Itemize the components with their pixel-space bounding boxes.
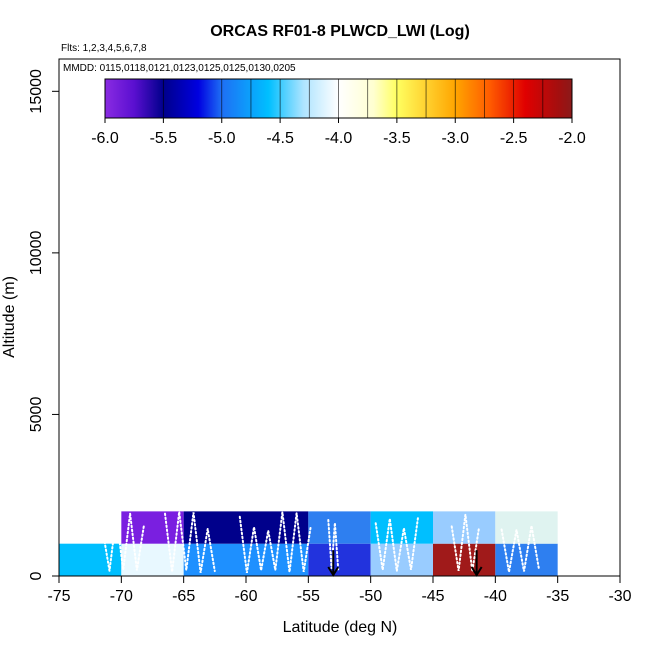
heatmap-cell — [308, 543, 371, 576]
x-tick-label: -60 — [234, 588, 257, 605]
x-tick-label: -75 — [47, 588, 70, 605]
colorbar-tick-label: -3.0 — [441, 130, 469, 147]
flight-track — [374, 516, 419, 572]
dates-label: MMDD: 0115,0118,0121,0123,0125,0125,0130… — [63, 63, 296, 74]
colorbar-tick-label: -3.5 — [383, 130, 411, 147]
x-tick-label: -35 — [546, 588, 569, 605]
colorbar-tick-label: -2.5 — [500, 130, 528, 147]
y-tick-label: 10000 — [28, 231, 45, 276]
flight-track — [164, 511, 216, 573]
x-tick-label: -55 — [297, 588, 320, 605]
heatmap-cell — [433, 543, 496, 576]
flight-track — [500, 525, 540, 573]
flight-tracks — [101, 511, 540, 574]
colorbar-tick-label: -5.0 — [208, 130, 236, 147]
x-tick-label: -30 — [608, 588, 631, 605]
arrows — [327, 550, 483, 577]
y-axis-label: Altitude (m) — [1, 276, 18, 358]
y-tick-label: 5000 — [28, 397, 45, 433]
flight-track — [327, 519, 340, 572]
x-axis-label: Latitude (deg N) — [283, 619, 398, 636]
x-tick-label: -45 — [421, 588, 444, 605]
x-tick-label: -65 — [172, 588, 195, 605]
chart-title: ORCAS RF01-8 PLWCD_LWI (Log) — [210, 23, 470, 40]
heatmap-cell — [495, 511, 558, 544]
flight-track — [450, 514, 481, 572]
flight-track — [238, 511, 312, 574]
x-tick-label: -70 — [110, 588, 133, 605]
x-tick-label: -40 — [484, 588, 507, 605]
colorbar-tick-label: -5.5 — [150, 130, 178, 147]
flight-track — [101, 513, 145, 571]
colorbar-tick-label: -4.5 — [266, 130, 294, 147]
x-axis: -75 -70 -65 -60 -55 -50 -45 -40 -35 -30 — [47, 576, 632, 605]
colorbar: -6.0 -5.5 -5.0 -4.5 -4.0 -3.5 -3.0 -2.5 -2.0 — [91, 78, 586, 147]
heatmap-cell — [308, 511, 371, 544]
y-tick-label: 15000 — [28, 69, 45, 114]
flights-label: Flts: 1,2,3,4,5,6,7,8 — [61, 43, 147, 54]
colorbar-tick-label: -2.0 — [558, 130, 586, 147]
colorbar-tick-label: -6.0 — [91, 130, 119, 147]
heatmap-cell — [121, 543, 184, 576]
y-tick-label: 0 — [28, 571, 45, 580]
arrow-head — [470, 566, 483, 577]
arrow-head — [327, 566, 340, 577]
colorbar-tick-label: -4.0 — [325, 130, 353, 147]
plot-frame — [58, 58, 621, 577]
y-axis: 0 5000 10000 15000 — [28, 69, 59, 580]
x-tick-label: -50 — [359, 588, 382, 605]
